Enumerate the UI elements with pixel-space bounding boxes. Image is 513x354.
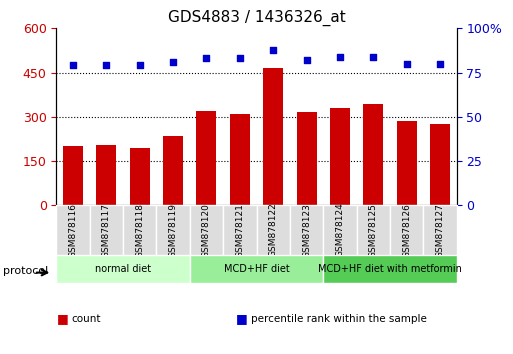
Text: GSM878118: GSM878118 [135, 202, 144, 258]
Point [369, 54, 377, 59]
FancyBboxPatch shape [90, 205, 123, 255]
Text: GSM878126: GSM878126 [402, 202, 411, 258]
FancyBboxPatch shape [190, 205, 223, 255]
Text: GSM878124: GSM878124 [336, 203, 344, 257]
Text: GSM878119: GSM878119 [169, 202, 177, 258]
Text: ■: ■ [56, 312, 68, 325]
Bar [163, 136, 183, 205]
FancyBboxPatch shape [123, 205, 156, 255]
Title: GDS4883 / 1436326_at: GDS4883 / 1436326_at [168, 9, 345, 25]
Point [235, 56, 244, 61]
FancyBboxPatch shape [290, 205, 323, 255]
Text: GSM878121: GSM878121 [235, 202, 244, 258]
Bar [397, 121, 417, 205]
Bar [96, 145, 116, 205]
Bar [196, 111, 216, 205]
Text: GSM878127: GSM878127 [436, 202, 444, 258]
Bar [430, 124, 450, 205]
Point [302, 57, 310, 63]
Point [202, 56, 210, 61]
Text: count: count [72, 314, 102, 324]
FancyBboxPatch shape [357, 205, 390, 255]
FancyBboxPatch shape [56, 255, 190, 283]
FancyBboxPatch shape [156, 205, 190, 255]
Bar [130, 148, 150, 205]
Text: protocol: protocol [3, 266, 48, 276]
Bar [330, 108, 350, 205]
Text: MCD+HF diet with metformin: MCD+HF diet with metformin [318, 264, 462, 274]
Point [269, 47, 277, 52]
Text: GSM878120: GSM878120 [202, 202, 211, 258]
Text: GSM878117: GSM878117 [102, 202, 111, 258]
Text: MCD+HF diet: MCD+HF diet [224, 264, 289, 274]
Bar [63, 146, 83, 205]
Point [169, 59, 177, 65]
Text: GSM878122: GSM878122 [269, 203, 278, 257]
FancyBboxPatch shape [256, 205, 290, 255]
Point [436, 61, 444, 67]
Bar [230, 114, 250, 205]
Text: GSM878123: GSM878123 [302, 202, 311, 258]
Bar [297, 113, 317, 205]
FancyBboxPatch shape [423, 205, 457, 255]
Bar [263, 68, 283, 205]
Point [69, 63, 77, 68]
Text: ■: ■ [236, 312, 248, 325]
Text: GSM878116: GSM878116 [69, 202, 77, 258]
FancyBboxPatch shape [390, 205, 423, 255]
Point [402, 61, 410, 67]
FancyBboxPatch shape [323, 255, 457, 283]
FancyBboxPatch shape [190, 255, 323, 283]
Text: normal diet: normal diet [95, 264, 151, 274]
Bar [363, 104, 383, 205]
FancyBboxPatch shape [323, 205, 357, 255]
FancyBboxPatch shape [56, 205, 90, 255]
FancyBboxPatch shape [223, 205, 256, 255]
Point [102, 63, 110, 68]
Point [135, 63, 144, 68]
Text: GSM878125: GSM878125 [369, 202, 378, 258]
Text: percentile rank within the sample: percentile rank within the sample [251, 314, 427, 324]
Point [336, 54, 344, 59]
